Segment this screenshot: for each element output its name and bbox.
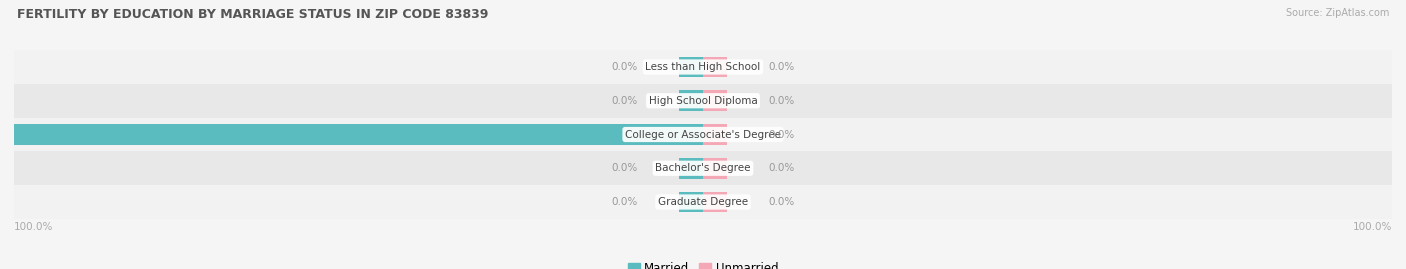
Bar — [679, 56, 703, 77]
Bar — [14, 50, 1392, 84]
Text: 0.0%: 0.0% — [612, 62, 637, 72]
Text: 100.0%: 100.0% — [1353, 222, 1392, 232]
Text: 0.0%: 0.0% — [769, 129, 794, 140]
Bar — [679, 90, 703, 111]
Bar — [679, 158, 703, 179]
Text: 0.0%: 0.0% — [612, 96, 637, 106]
Bar — [703, 90, 727, 111]
Bar — [14, 124, 703, 145]
Bar — [679, 192, 703, 213]
Bar — [703, 192, 727, 213]
Text: 0.0%: 0.0% — [612, 163, 637, 173]
Bar — [14, 151, 1392, 185]
Text: 0.0%: 0.0% — [612, 197, 637, 207]
Text: FERTILITY BY EDUCATION BY MARRIAGE STATUS IN ZIP CODE 83839: FERTILITY BY EDUCATION BY MARRIAGE STATU… — [17, 8, 488, 21]
Bar — [14, 84, 1392, 118]
Bar — [703, 158, 727, 179]
Text: 0.0%: 0.0% — [769, 197, 794, 207]
Text: Source: ZipAtlas.com: Source: ZipAtlas.com — [1285, 8, 1389, 18]
Text: 0.0%: 0.0% — [769, 96, 794, 106]
Text: High School Diploma: High School Diploma — [648, 96, 758, 106]
Text: College or Associate's Degree: College or Associate's Degree — [626, 129, 780, 140]
Text: Less than High School: Less than High School — [645, 62, 761, 72]
Legend: Married, Unmarried: Married, Unmarried — [623, 258, 783, 269]
Text: 0.0%: 0.0% — [769, 62, 794, 72]
Text: 0.0%: 0.0% — [769, 163, 794, 173]
Text: Bachelor's Degree: Bachelor's Degree — [655, 163, 751, 173]
Bar — [14, 185, 1392, 219]
Bar — [703, 56, 727, 77]
Bar — [703, 124, 727, 145]
Text: Graduate Degree: Graduate Degree — [658, 197, 748, 207]
Bar — [14, 118, 1392, 151]
Text: 100.0%: 100.0% — [14, 222, 53, 232]
